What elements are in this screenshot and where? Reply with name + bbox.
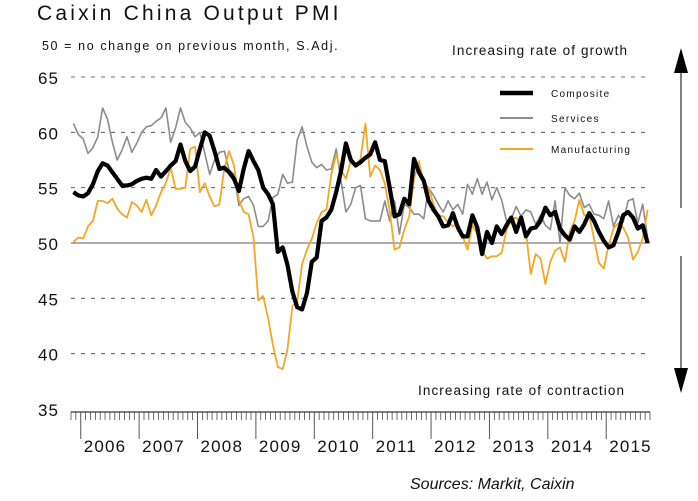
legend-label-composite: Composite <box>551 89 611 100</box>
x-tick-label: 2009 <box>259 437 302 456</box>
y-tick-label: 45 <box>38 290 59 309</box>
y-tick-label: 35 <box>38 401 59 420</box>
legend-label-services: Services <box>551 114 600 125</box>
x-tick-label: 2010 <box>317 437 360 456</box>
growth-annotation: Increasing rate of growth <box>452 43 629 58</box>
x-tick-label: 2013 <box>492 437 535 456</box>
source-note: Sources: Markit, Caixin <box>410 476 575 493</box>
legend: Composite Services Manufacturing <box>500 89 631 156</box>
growth-arrow-head <box>674 48 688 73</box>
x-tick-label: 2014 <box>551 437 594 456</box>
x-axis: 2006 2007 2008 2009 2010 2011 2012 2013 2014 2015 <box>70 411 652 456</box>
y-axis-ticks: 35 40 45 50 55 60 65 <box>38 69 59 420</box>
legend-label-manufacturing: Manufacturing <box>551 145 631 156</box>
chart-title: Caixin China Output PMI <box>37 2 342 25</box>
x-tick-label: 2008 <box>201 437 244 456</box>
x-tick-label: 2015 <box>609 437 652 456</box>
x-tick-label: 2006 <box>84 437 127 456</box>
x-tick-label: 2011 <box>376 437 417 456</box>
series-line-manufacturing <box>72 122 649 371</box>
x-tick-label: 2012 <box>434 437 477 456</box>
y-tick-label: 40 <box>38 346 59 365</box>
y-tick-label: 65 <box>38 69 59 88</box>
x-tick-label: 2007 <box>142 437 185 456</box>
direction-arrows <box>674 48 688 393</box>
series-line-services <box>72 107 649 244</box>
series-line-composite <box>72 130 650 312</box>
chart-subtitle: 50 = no change on previous month, S.Adj. <box>42 39 340 53</box>
contraction-arrow-head <box>674 368 688 393</box>
series-lines <box>72 107 650 371</box>
contraction-annotation: Increasing rate of contraction <box>418 383 626 398</box>
y-tick-label: 60 <box>38 124 59 143</box>
y-tick-label: 55 <box>38 180 59 199</box>
y-tick-label: 50 <box>38 235 59 254</box>
gridlines <box>71 76 650 355</box>
